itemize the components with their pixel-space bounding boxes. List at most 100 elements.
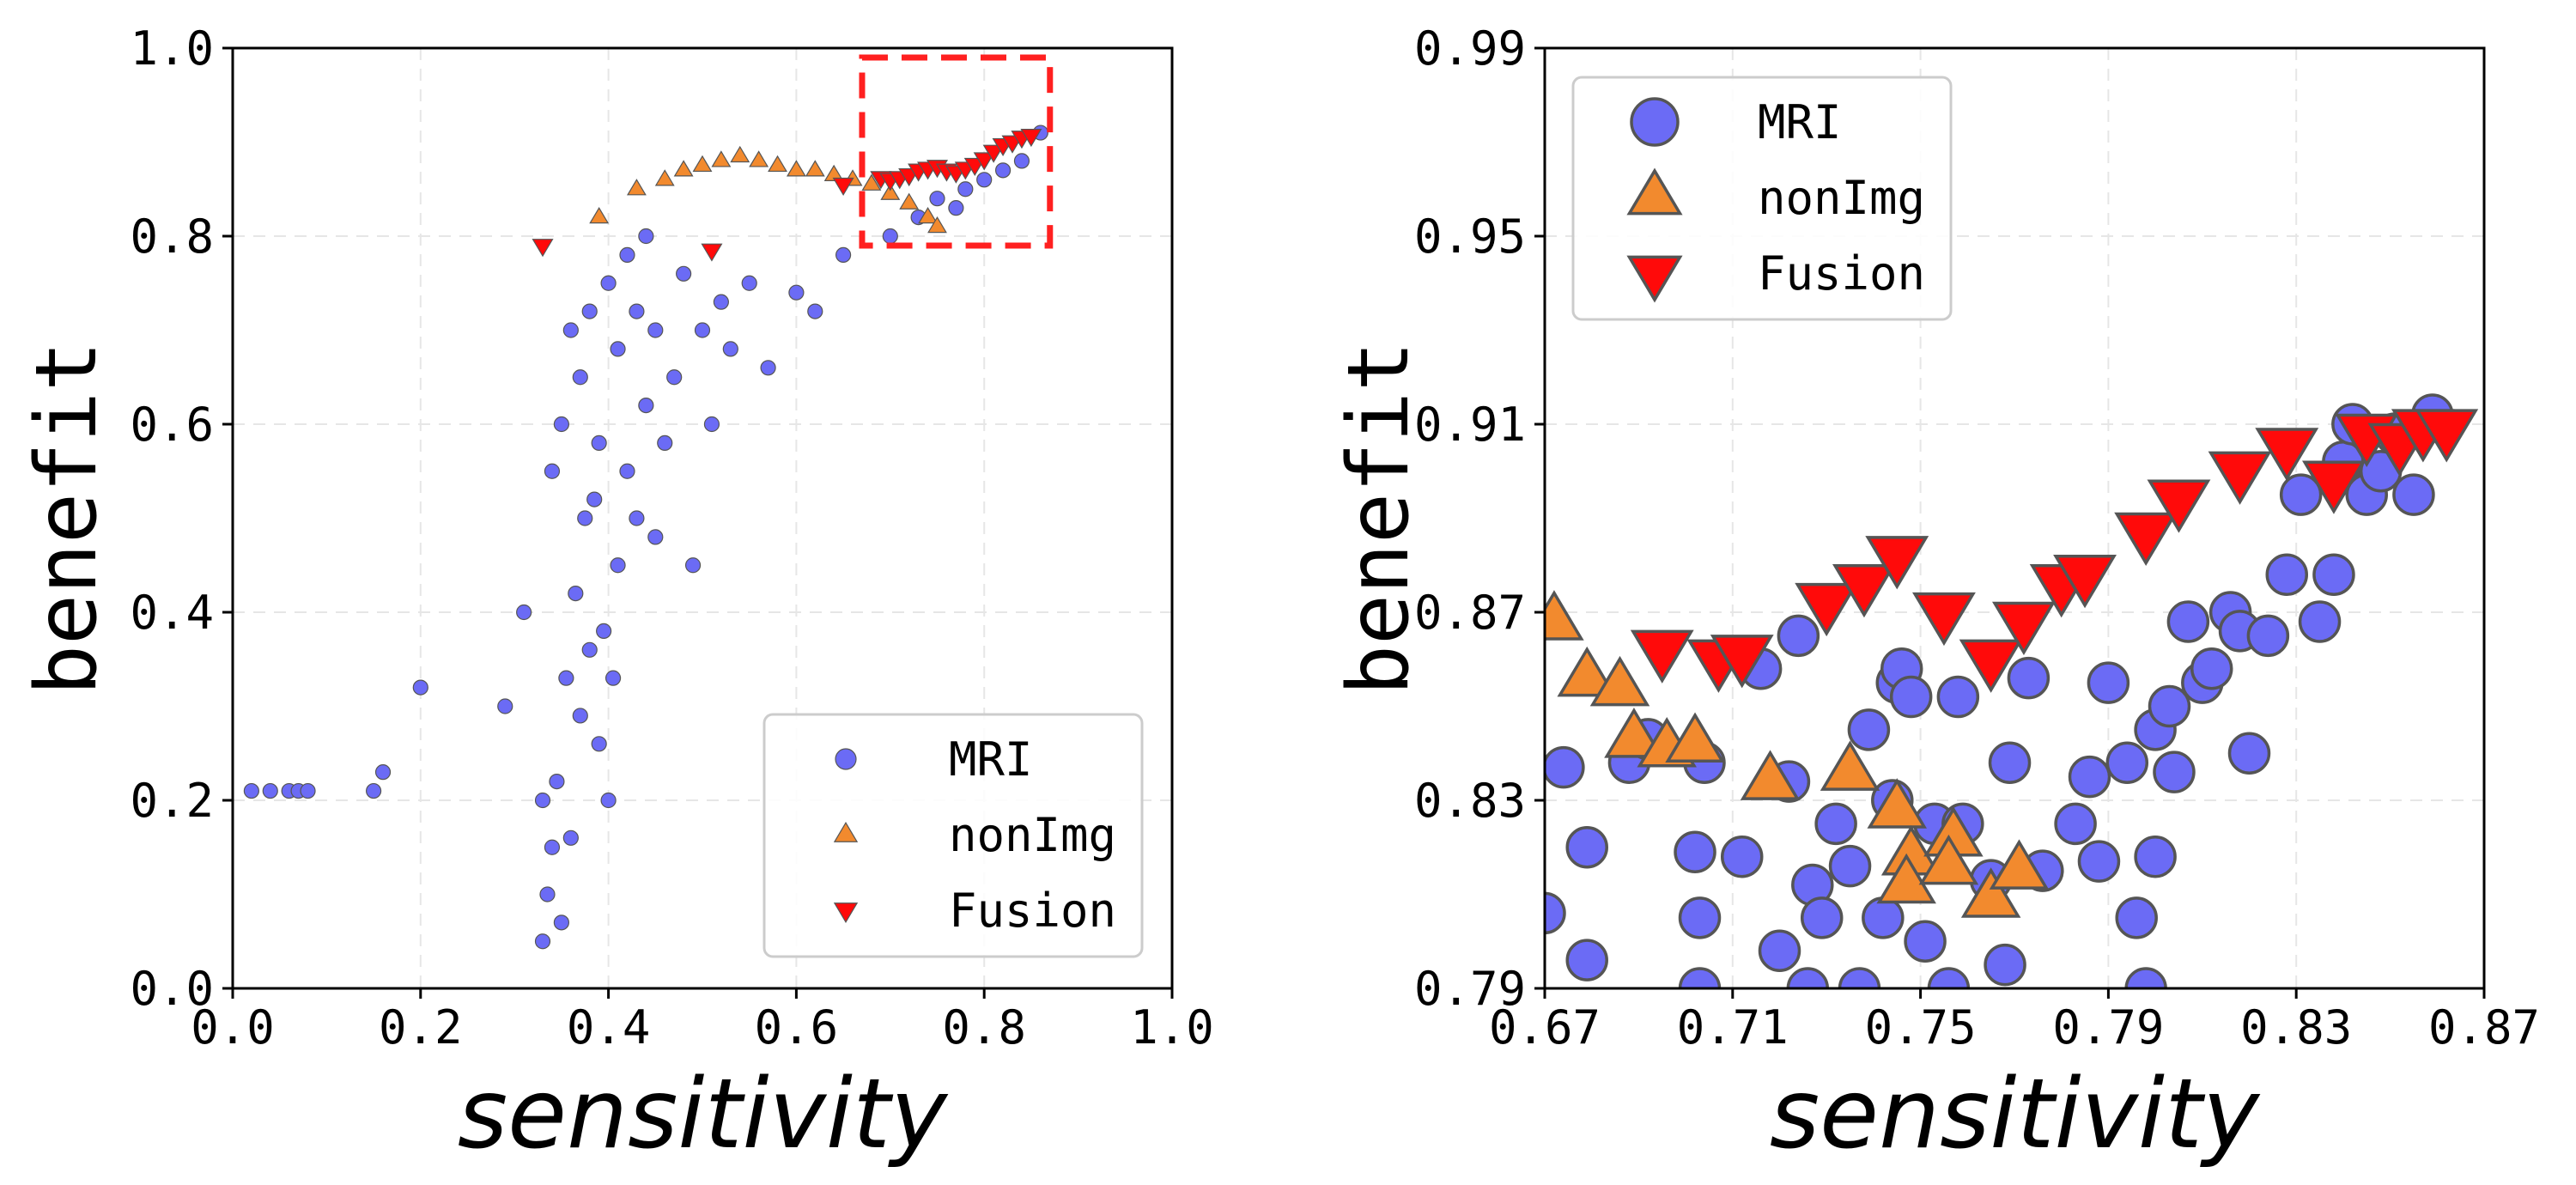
panel2-mri-point (1828, 844, 1872, 888)
panel2-legend-label-nonimg: nonImg (1758, 171, 1925, 225)
panel1-x-tick-label: 0.4 (567, 1000, 651, 1054)
panel2-mri-point (1862, 896, 1905, 939)
panel2-mri-point (1988, 741, 2032, 784)
panel2-mri-point (1674, 830, 1716, 873)
panel1-mri-point (647, 529, 664, 545)
panel1-mri-point (300, 782, 316, 799)
panel1-y-tick-label: 0.4 (130, 586, 214, 640)
panel1-mri-point (948, 200, 964, 216)
panel1-mri-point (600, 275, 617, 291)
panel2-fusion-point (1912, 592, 1976, 647)
panel1-mri-point (581, 641, 598, 658)
panel1-mri-point (629, 510, 645, 526)
panel2-mri-point (2124, 967, 2167, 988)
panel1-y-tick-label: 1.0 (130, 21, 214, 76)
panel1-y-tick-label: 0.8 (130, 210, 214, 264)
panel1-mri-point (596, 623, 612, 640)
panel1-mri-point (412, 679, 428, 696)
panel2-mri-point (1545, 745, 1585, 789)
panel2-nonimg-point (1867, 778, 1928, 829)
panel1-y-tick-label: 0.6 (130, 398, 214, 452)
panel2-y-tick-label: 0.87 (1414, 586, 1526, 640)
panel2-fusion-point (1865, 536, 1929, 590)
panel1-mri-point (741, 275, 757, 291)
panel1-mri-point (534, 933, 551, 950)
panel1-mri-point (703, 416, 720, 433)
panel2-mri-point (1904, 920, 1947, 963)
panel1-mri-point (544, 839, 561, 855)
panel1-legend-label-fusion: Fusion (949, 884, 1116, 938)
panel1-mri-point (262, 782, 278, 799)
panel2-mri-point (1814, 802, 1857, 846)
panel2-mri-point (2392, 473, 2435, 516)
panel1-nonimg-point (711, 150, 732, 167)
panel2-mri-point (1545, 891, 1566, 935)
panel2-fusion-point (2415, 409, 2479, 463)
panel1-mri-point (497, 698, 513, 714)
panel2-legend-marker-nonimg (1626, 167, 1683, 216)
panel2-x-tick-label: 0.67 (1489, 1000, 1601, 1054)
panel2-mri-point (1847, 708, 1891, 751)
panel1-mri-point (243, 782, 259, 799)
panel1-mri-point (722, 341, 738, 357)
panel2-nonimg-point (1665, 712, 1725, 763)
panel2-mri-point (1678, 967, 1722, 988)
panel1-nonimg-point (673, 160, 694, 177)
panel1-mri-point (568, 585, 584, 602)
panel1-x-axis-label: sensitivity (458, 1059, 949, 1170)
panel1-y-axis-label: benefit (18, 341, 116, 696)
panel1-mri-point (562, 322, 579, 338)
panel1-mri-point (619, 463, 635, 479)
panel2-fusion-point (1795, 582, 1859, 637)
panel2-points (1545, 393, 2479, 988)
panel1-nonimg-point (927, 216, 947, 234)
panel2-mri-point (1889, 675, 1933, 719)
panel2-nonimg-point (1545, 590, 1584, 641)
panel1-legend-label-nonimg: nonImg (949, 808, 1116, 862)
panel2-mri-point (2153, 750, 2196, 793)
panel1-mri-point (605, 670, 622, 686)
panel1-mri-point (591, 736, 607, 752)
panel1-fusion-point (982, 144, 1005, 163)
panel2-mri-point (2246, 614, 2290, 658)
panel1-mri-point (647, 322, 664, 338)
panel1-x-tick-label: 1.0 (1130, 1000, 1214, 1054)
panel2-mri-point (2190, 647, 2233, 690)
panel1-mri-point (1013, 153, 1030, 169)
panel2-mri-point (2105, 741, 2149, 784)
panel1-fusion-point (1020, 128, 1042, 148)
panel1-mri-point (957, 181, 974, 198)
panel2-fusion-point (1832, 564, 1896, 618)
panel1-x-tick-label: 0.0 (191, 1000, 275, 1054)
panel2-fusion-point (1710, 635, 1774, 689)
panel2-y-tick-label: 0.79 (1414, 962, 1526, 1016)
panel2-fusion-point (2147, 479, 2211, 533)
panel2-mri-point (2312, 553, 2355, 596)
panel2-x-tick-label: 0.75 (1865, 1000, 1977, 1054)
panel1-nonimg-point (786, 160, 806, 177)
panel1-mri-point (534, 792, 551, 809)
panel2-mri-point (2077, 840, 2121, 883)
panel2-fusion-point (1959, 639, 2023, 693)
panel2-y-tick-label: 0.91 (1414, 398, 1526, 452)
panel1-mri-point (572, 369, 588, 386)
panel1-mri-point (882, 228, 898, 245)
panel2-mri-point (1786, 967, 1830, 988)
panel1-mri-point (788, 284, 805, 301)
panel1-nonimg-point (899, 192, 920, 210)
panel1-fusion-point (532, 239, 554, 258)
panel2-y-tick-label: 0.83 (1414, 774, 1526, 828)
panel1-mri-point (562, 830, 579, 846)
panel2-mri-point (2134, 835, 2177, 878)
panel1-x-tick-label: 0.8 (942, 1000, 1026, 1054)
panel1-nonimg-point (730, 145, 750, 163)
panel1-mri-point (591, 434, 607, 452)
panel1-mri-point (553, 915, 570, 931)
panel1-legend-label-mri: MRI (949, 732, 1033, 787)
panel1-mri-point (835, 246, 852, 263)
panel2-fusion-point (1991, 601, 2056, 656)
panel1-mri-point (684, 557, 702, 574)
panel1-mri-point (638, 228, 654, 245)
panel2-fusion-point (2208, 451, 2272, 505)
